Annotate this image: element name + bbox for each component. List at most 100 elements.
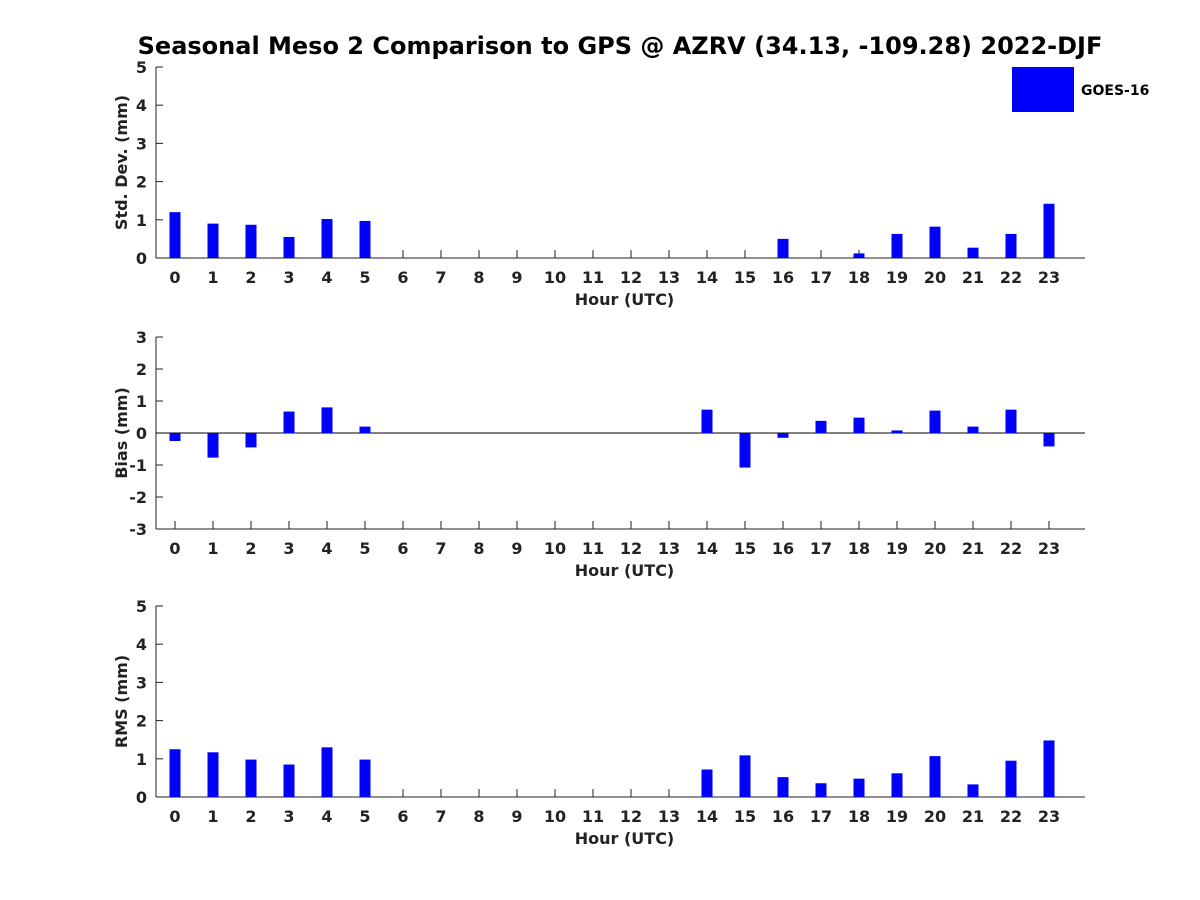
x-tick-label: 13 (658, 807, 680, 826)
y-tick-label: 5 (136, 58, 147, 77)
x-tick-label: 12 (620, 539, 642, 558)
bar-hour-17 (815, 783, 827, 797)
x-tick-label: 8 (473, 807, 484, 826)
x-tick-label: 15 (734, 807, 756, 826)
bar-hour-1 (207, 223, 219, 258)
y-tick-label: -1 (129, 456, 147, 475)
x-tick-label: 18 (848, 807, 870, 826)
bar-hour-18 (853, 253, 865, 258)
y-tick-label: 1 (136, 750, 147, 769)
x-tick-label: 18 (848, 539, 870, 558)
x-tick-label: 22 (1000, 807, 1022, 826)
x-tick-label: 14 (696, 807, 718, 826)
x-tick-label: 19 (886, 807, 908, 826)
bar-hour-23 (1043, 740, 1055, 797)
y-tick-label: 4 (136, 635, 147, 654)
y-tick-label: 0 (136, 424, 147, 443)
x-tick-label: 20 (924, 539, 946, 558)
x-tick-label: 17 (810, 268, 832, 287)
y-tick-label: -2 (129, 488, 147, 507)
bar-hour-0 (169, 212, 181, 258)
bar-hour-19 (891, 233, 903, 258)
y-tick-label: 3 (136, 673, 147, 692)
x-tick-label: 12 (620, 268, 642, 287)
x-tick-label: 0 (169, 807, 180, 826)
bar-hour-23 (1043, 203, 1055, 258)
bar-hour-15 (739, 433, 751, 468)
x-tick-label: 18 (848, 268, 870, 287)
legend-swatch-goes-16 (1012, 67, 1074, 112)
x-tick-label: 19 (886, 268, 908, 287)
x-tick-label: 16 (772, 539, 794, 558)
x-tick-label: 5 (359, 539, 370, 558)
bar-hour-16 (777, 433, 789, 438)
bar-hour-5 (359, 759, 371, 797)
bar-hour-23 (1043, 433, 1055, 447)
x-tick-label: 9 (511, 539, 522, 558)
x-tick-label: 3 (283, 268, 294, 287)
x-tick-label: 6 (397, 539, 408, 558)
y-tick-label: 4 (136, 96, 147, 115)
legend: GOES-16 (1012, 67, 1149, 112)
bar-hour-14 (701, 409, 713, 433)
bar-hour-22 (1005, 409, 1017, 433)
x-tick-label: 10 (544, 268, 566, 287)
x-tick-label: 2 (245, 268, 256, 287)
x-axis-label: Hour (UTC) (575, 290, 675, 309)
x-tick-label: 20 (924, 807, 946, 826)
bar-hour-4 (321, 747, 333, 797)
x-tick-label: 21 (962, 539, 984, 558)
bar-hour-14 (701, 769, 713, 797)
bar-hour-5 (359, 220, 371, 258)
bar-hour-4 (321, 407, 333, 433)
x-tick-label: 17 (810, 807, 832, 826)
x-tick-label: 15 (734, 539, 756, 558)
x-tick-label: 10 (544, 807, 566, 826)
x-tick-label: 21 (962, 268, 984, 287)
bar-hour-1 (207, 752, 219, 797)
x-tick-label: 1 (207, 539, 218, 558)
bar-hour-22 (1005, 233, 1017, 258)
bar-hour-2 (245, 433, 257, 448)
bar-hour-5 (359, 426, 371, 433)
x-tick-label: 22 (1000, 268, 1022, 287)
x-tick-label: 9 (511, 268, 522, 287)
y-tick-label: 0 (136, 249, 147, 268)
x-tick-label: 5 (359, 268, 370, 287)
x-tick-label: 16 (772, 268, 794, 287)
bar-hour-22 (1005, 760, 1017, 797)
bar-hour-20 (929, 410, 941, 433)
bar-hour-21 (967, 247, 979, 258)
y-tick-label: 1 (136, 211, 147, 230)
bar-hour-19 (891, 773, 903, 797)
x-tick-label: 7 (435, 539, 446, 558)
x-axis-label: Hour (UTC) (575, 829, 675, 848)
x-tick-label: 12 (620, 807, 642, 826)
bar-hour-2 (245, 759, 257, 797)
x-tick-label: 13 (658, 539, 680, 558)
x-tick-label: 16 (772, 807, 794, 826)
bar-hour-16 (777, 238, 789, 258)
x-tick-label: 3 (283, 807, 294, 826)
x-tick-label: 6 (397, 807, 408, 826)
x-tick-label: 8 (473, 539, 484, 558)
chart-title: Seasonal Meso 2 Comparison to GPS @ AZRV… (138, 32, 1103, 60)
x-tick-label: 4 (321, 807, 332, 826)
bar-hour-18 (853, 417, 865, 433)
bar-hour-1 (207, 433, 219, 458)
bar-hour-3 (283, 236, 295, 258)
bar-hour-21 (967, 784, 979, 797)
x-axis-label: Hour (UTC) (575, 561, 675, 580)
y-axis-label: Bias (mm) (112, 387, 131, 479)
x-tick-label: 23 (1038, 807, 1060, 826)
bar-hour-20 (929, 226, 941, 258)
y-tick-label: 5 (136, 597, 147, 616)
y-tick-label: 3 (136, 134, 147, 153)
x-tick-label: 3 (283, 539, 294, 558)
x-tick-label: 11 (582, 539, 604, 558)
x-tick-label: 1 (207, 268, 218, 287)
x-tick-label: 11 (582, 807, 604, 826)
bar-hour-20 (929, 756, 941, 797)
